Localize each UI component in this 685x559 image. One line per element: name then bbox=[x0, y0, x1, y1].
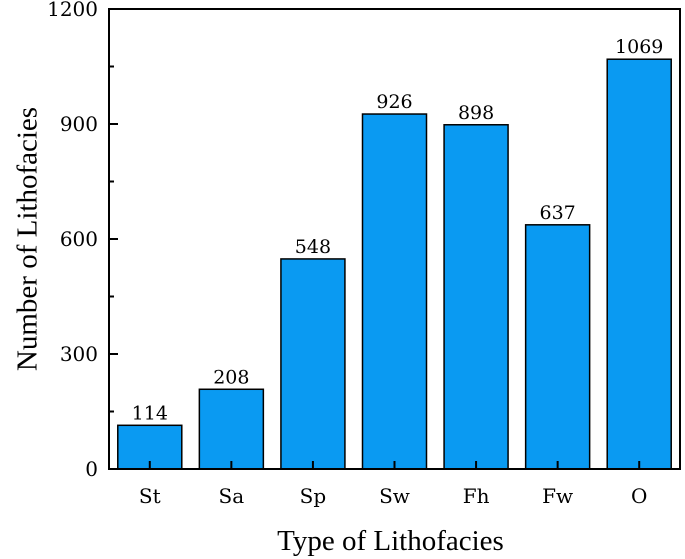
bar-o bbox=[606, 58, 672, 470]
x-tick-label: Sp bbox=[300, 484, 327, 508]
bar-series bbox=[117, 58, 672, 470]
y-tick-label: 300 bbox=[60, 342, 98, 366]
bar-fh bbox=[443, 124, 509, 470]
y-tick-label: 1200 bbox=[47, 0, 98, 21]
bar-value-label: 1069 bbox=[615, 36, 663, 58]
x-tick-label: Sa bbox=[219, 484, 245, 508]
bar-sp bbox=[280, 258, 346, 470]
bar-value-label: 114 bbox=[132, 402, 168, 424]
y-tick-label: 0 bbox=[85, 457, 98, 481]
bar-value-label: 926 bbox=[376, 91, 412, 113]
bar-sa bbox=[198, 388, 265, 470]
data-labels: 114 208 548 926 898 637 1069 bbox=[132, 36, 664, 424]
bar-value-label: 208 bbox=[213, 366, 249, 388]
x-axis: St Sa Sp Sw Fh Fw O bbox=[139, 461, 647, 508]
x-tick-label: Sw bbox=[379, 484, 410, 508]
x-tick-label: Fw bbox=[542, 484, 573, 508]
y-axis-title: Number of Lithofacies bbox=[12, 107, 44, 371]
y-tick-label: 600 bbox=[60, 227, 98, 251]
y-axis: 0 300 600 900 1200 bbox=[47, 0, 118, 481]
bar-value-label: 548 bbox=[295, 236, 331, 258]
bar-sw bbox=[361, 113, 428, 470]
bar-value-label: 898 bbox=[458, 102, 494, 124]
x-tick-label: O bbox=[631, 484, 647, 508]
bar-value-label: 637 bbox=[540, 202, 576, 224]
bar-fw bbox=[524, 224, 591, 470]
x-tick-label: Fh bbox=[463, 484, 490, 508]
y-tick-label: 900 bbox=[60, 112, 98, 136]
x-axis-title: Type of Lithofacies bbox=[277, 525, 504, 557]
x-tick-label: St bbox=[139, 484, 161, 508]
